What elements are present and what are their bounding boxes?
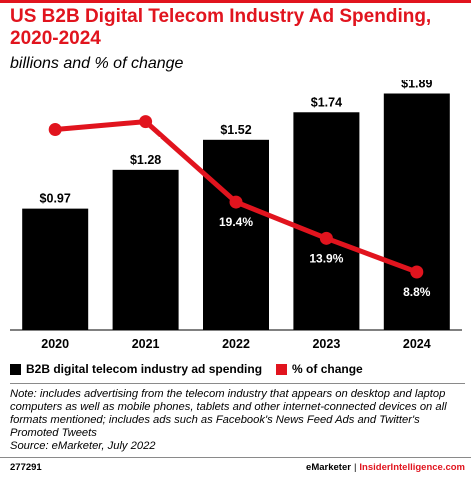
pct-change-label-2021: 31.6% xyxy=(129,135,163,149)
pct-change-point-2024 xyxy=(410,265,424,279)
chart-note-block: Note: includes advertising from the tele… xyxy=(10,388,465,453)
brand-separator: | xyxy=(353,462,357,473)
bar-value-label-2022: $1.52 xyxy=(220,123,251,137)
chart-subtitle: billions and % of change xyxy=(10,55,184,72)
legend-swatch-bar xyxy=(10,363,21,375)
chart-note: Note: includes advertising from the tele… xyxy=(10,388,447,439)
legend-label-bar: B2B digital telecom industry ad spending xyxy=(26,362,263,376)
pct-change-point-2020 xyxy=(48,123,62,137)
x-tick-label-2020: 2020 xyxy=(41,337,69,351)
chart-area: $0.97 2020 $1.28 2021 $1.52 2022 $1.74 2023 $1.8… xyxy=(10,80,462,351)
bar-value-label-2024: $1.89 xyxy=(401,80,432,91)
bar-value-label-2020: $0.97 xyxy=(40,192,71,206)
bar-2023 xyxy=(293,112,360,331)
chart-id: 277291 xyxy=(10,462,42,473)
pct-change-label-2023: 13.9% xyxy=(309,251,343,265)
legend-swatch-line xyxy=(276,363,288,375)
footer-brand: eMarketer | InsiderIntelligence.com xyxy=(306,462,465,473)
x-tick-label-2022: 2022 xyxy=(222,337,250,351)
pct-change-point-2023 xyxy=(319,231,333,245)
pct-change-label-2022: 19.4% xyxy=(219,215,253,229)
pct-change-label-2020: 30.4% xyxy=(38,143,72,157)
legend-item-line: % of change xyxy=(276,362,363,376)
pct-change-point-2021 xyxy=(139,115,153,129)
brand-site-link[interactable]: InsiderIntelligence.com xyxy=(359,462,465,473)
bar-2024 xyxy=(383,93,450,330)
pct-change-label-2024: 8.8% xyxy=(403,285,431,299)
bar-value-label-2021: $1.28 xyxy=(130,153,161,167)
bar-2020 xyxy=(22,208,89,330)
x-tick-label-2021: 2021 xyxy=(132,337,160,351)
bar-2021 xyxy=(112,169,179,330)
chart-title: US B2B Digital Telecom Industry Ad Spend… xyxy=(10,6,432,49)
legend-label-line: % of change xyxy=(292,362,363,376)
x-tick-label-2024: 2024 xyxy=(403,337,431,351)
chart-source: Source: eMarketer, July 2022 xyxy=(10,440,156,452)
chart-legend: B2B digital telecom industry ad spending… xyxy=(10,361,377,377)
x-tick-label-2023: 2023 xyxy=(312,337,340,351)
bar-2022 xyxy=(203,139,269,330)
top-accent-rule xyxy=(0,0,471,3)
brand-emarketer: eMarketer xyxy=(306,462,351,473)
legend-item-bar: B2B digital telecom industry ad spending xyxy=(10,362,262,376)
pct-change-point-2022 xyxy=(229,195,243,209)
bar-value-label-2023: $1.74 xyxy=(311,95,342,109)
note-divider xyxy=(10,383,465,384)
footer-divider xyxy=(0,457,471,458)
